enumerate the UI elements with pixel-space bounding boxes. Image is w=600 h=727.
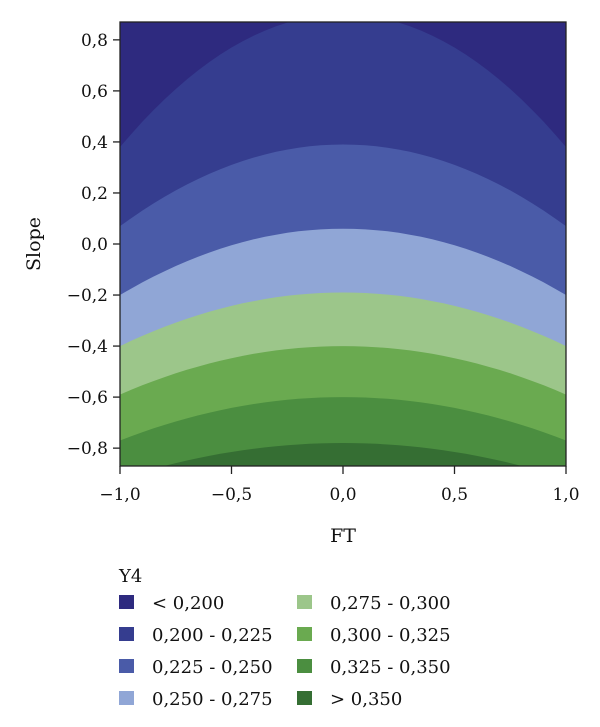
- y-tick-label: 0,8: [81, 31, 108, 51]
- x-axis: −1,0 −0,5 0,0 0,5 1,0: [99, 466, 580, 505]
- y-tick-label: −0,8: [67, 439, 108, 459]
- legend-label: 0,250 - 0,275: [152, 689, 273, 710]
- y-tick-label: 0,4: [81, 133, 108, 153]
- legend-swatch: [297, 627, 312, 641]
- y-axis: 0,8 0,6 0,4 0,2 0,0 −0,2 −0,4 −0,6 −0,8: [67, 31, 120, 459]
- legend-swatch: [297, 659, 312, 673]
- legend-label: 0,275 - 0,300: [330, 593, 451, 614]
- legend-label: 0,325 - 0,350: [330, 657, 451, 678]
- legend-label: 0,200 - 0,225: [152, 625, 273, 646]
- contour-bands: [120, 22, 566, 466]
- x-axis-title: FT: [330, 525, 356, 547]
- legend: Y4 < 0,200 0,200 - 0,225 0,225 - 0,250 0,25…: [118, 566, 451, 710]
- y-tick-label: 0,2: [81, 184, 108, 204]
- y-tick-label: −0,4: [67, 337, 108, 357]
- y-tick-label: 0,0: [81, 235, 108, 255]
- legend-label: > 0,350: [330, 689, 402, 710]
- x-tick-label: 0,5: [441, 485, 468, 505]
- contour-band: [120, 397, 566, 466]
- x-tick-label: 1,0: [552, 485, 579, 505]
- legend-swatch: [119, 691, 134, 705]
- contour-band: [164, 443, 522, 466]
- x-tick-label: 0,0: [329, 485, 356, 505]
- legend-label: < 0,200: [152, 593, 224, 614]
- legend-swatch: [119, 595, 134, 609]
- y-tick-label: −0,2: [67, 286, 108, 306]
- legend-swatch: [119, 659, 134, 673]
- legend-title: Y4: [118, 566, 142, 587]
- y-axis-title: Slope: [23, 217, 45, 271]
- legend-label: 0,225 - 0,250: [152, 657, 273, 678]
- y-tick-label: −0,6: [67, 388, 108, 408]
- legend-swatch: [119, 627, 134, 641]
- legend-label: 0,300 - 0,325: [330, 625, 451, 646]
- legend-swatch: [297, 595, 312, 609]
- x-tick-label: −0,5: [211, 485, 252, 505]
- legend-swatch: [297, 691, 312, 705]
- x-tick-label: −1,0: [99, 485, 140, 505]
- y-tick-label: 0,6: [81, 82, 108, 102]
